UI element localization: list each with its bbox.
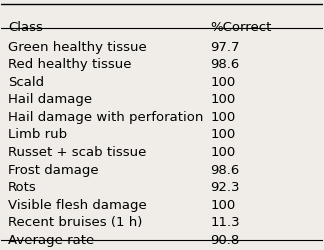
Text: %Correct: %Correct (210, 21, 272, 34)
Text: Visible flesh damage: Visible flesh damage (8, 199, 146, 212)
Text: Average rate: Average rate (8, 234, 94, 247)
Text: 11.3: 11.3 (210, 216, 240, 229)
Text: 100: 100 (210, 93, 236, 106)
Text: 100: 100 (210, 111, 236, 124)
Text: Hail damage: Hail damage (8, 93, 92, 106)
Text: Recent bruises (1 h): Recent bruises (1 h) (8, 216, 142, 229)
Text: 98.6: 98.6 (210, 58, 239, 71)
Text: 100: 100 (210, 76, 236, 89)
Text: 98.6: 98.6 (210, 164, 239, 176)
Text: Scald: Scald (8, 76, 44, 89)
Text: Limb rub: Limb rub (8, 128, 67, 141)
Text: 97.7: 97.7 (210, 40, 240, 54)
Text: 100: 100 (210, 146, 236, 159)
Text: 100: 100 (210, 199, 236, 212)
Text: 100: 100 (210, 128, 236, 141)
Text: Class: Class (8, 21, 43, 34)
Text: 90.8: 90.8 (210, 234, 239, 247)
Text: Hail damage with perforation: Hail damage with perforation (8, 111, 203, 124)
Text: Russet + scab tissue: Russet + scab tissue (8, 146, 146, 159)
Text: Green healthy tissue: Green healthy tissue (8, 40, 146, 54)
Text: Rots: Rots (8, 181, 37, 194)
Text: 92.3: 92.3 (210, 181, 240, 194)
Text: Red healthy tissue: Red healthy tissue (8, 58, 131, 71)
Text: Frost damage: Frost damage (8, 164, 98, 176)
